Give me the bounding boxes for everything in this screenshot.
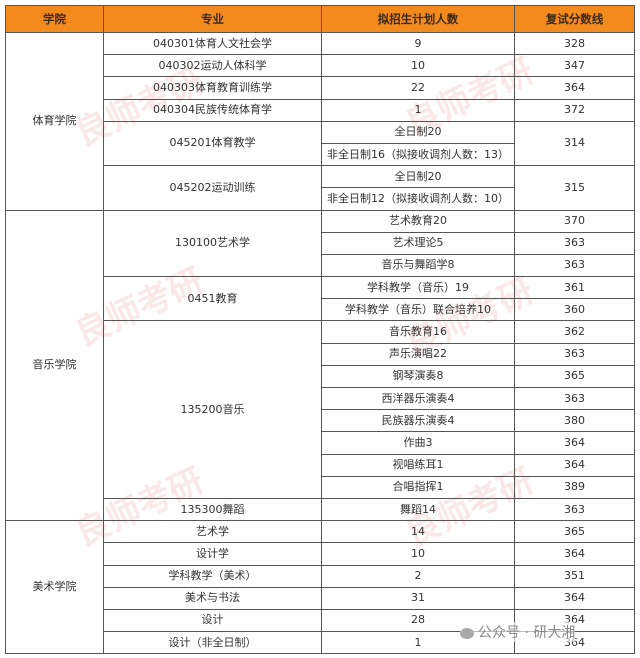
score-cell: 315 xyxy=(514,165,635,211)
score-cell: 365 xyxy=(514,520,635,544)
plan-cell: 合唱指挥1 xyxy=(321,475,515,499)
table-row: 非全日制16（拟接收调剂人数：13） xyxy=(6,142,635,167)
table-row: 135300舞蹈 舞蹈14 363 xyxy=(6,497,635,522)
table-row: 045201体育教学 全日制20 314 xyxy=(6,120,635,167)
major-cell: 设计（非全日制） xyxy=(103,631,322,655)
major-cell: 设计学 xyxy=(103,542,322,566)
table-row: 设计学 10 364 xyxy=(6,542,635,566)
college-cell: 美术学院 xyxy=(5,520,104,655)
score-cell: 364 xyxy=(514,76,635,100)
plan-cell: 学科教学（音乐）19 xyxy=(321,276,515,300)
score-cell: 363 xyxy=(514,386,635,411)
plan-cell: 艺术理论5 xyxy=(321,231,515,255)
score-cell: 364 xyxy=(514,586,635,610)
score-cell: 363 xyxy=(514,342,635,366)
college-cell: 体育学院 xyxy=(5,32,104,211)
plan-cell: 民族器乐演奏4 xyxy=(321,409,515,433)
plan-cell: 14 xyxy=(321,520,515,544)
major-cell: 040302运动人体科学 xyxy=(103,54,322,78)
plan-cell: 全日制20 xyxy=(321,120,515,144)
score-cell: 314 xyxy=(514,120,635,167)
plan-cell: 非全日制12（拟接收调剂人数：10） xyxy=(321,187,515,211)
major-cell: 040303体育教育训练学 xyxy=(103,76,322,100)
table-row: 040303体育教育训练学 22 364 xyxy=(6,76,635,100)
plan-cell: 音乐与舞蹈学8 xyxy=(321,253,515,278)
score-cell: 362 xyxy=(514,320,635,344)
plan-cell: 舞蹈14 xyxy=(321,497,515,522)
plan-cell: 视唱练耳1 xyxy=(321,453,515,477)
plan-cell: 全日制20 xyxy=(321,165,515,189)
table-row: 音乐学院 130100艺术学 艺术教育20 370 xyxy=(5,209,635,522)
score-cell: 328 xyxy=(514,31,635,56)
score-cell: 380 xyxy=(514,409,635,433)
table-row: 视唱练耳1 364 xyxy=(6,453,635,477)
score-cell: 364 xyxy=(514,431,635,455)
major-cell: 0451教育 xyxy=(103,276,322,322)
table-row: 声乐演唱22 363 xyxy=(6,342,635,366)
plan-cell: 作曲3 xyxy=(321,431,515,455)
plan-cell: 10 xyxy=(321,542,515,566)
score-cell: 365 xyxy=(514,364,635,389)
table-row: 040304民族传统体育学 1 372 xyxy=(6,98,635,122)
plan-cell: 31 xyxy=(321,586,515,610)
score-cell: 361 xyxy=(514,276,635,300)
plan-cell: 学科教学（音乐）联合培养10 xyxy=(321,298,515,322)
table-row: 学科教学（音乐）联合培养10 360 xyxy=(6,298,635,322)
plan-cell: 艺术教育20 xyxy=(321,209,515,233)
table-row: 美术学院 艺术学 14 365 xyxy=(5,520,635,655)
plan-cell: 声乐演唱22 xyxy=(321,342,515,366)
score-cell: 360 xyxy=(514,298,635,322)
major-cell: 美术与书法 xyxy=(103,586,322,610)
table-row: 135200音乐 音乐教育16 362 xyxy=(6,320,635,499)
header-college: 学院 xyxy=(5,5,104,33)
score-cell: 364 xyxy=(514,608,635,633)
college-cell: 音乐学院 xyxy=(5,209,104,522)
score-cell: 363 xyxy=(514,231,635,255)
table-row: 0451教育 学科教学（音乐）19 361 xyxy=(6,276,635,322)
plan-cell: 2 xyxy=(321,564,515,588)
header-plan: 拟招生计划人数 xyxy=(321,5,515,33)
score-cell: 364 xyxy=(514,542,635,566)
header-score: 复试分数线 xyxy=(514,5,635,33)
admission-score-table: 学院 专业 拟招生计划人数 复试分数线 体育学院 040301体育人文社会学 9 32… xyxy=(5,5,635,655)
table-row: 040302运动人体科学 10 347 xyxy=(6,54,635,78)
plan-cell: 西洋器乐演奏4 xyxy=(321,386,515,411)
table-row: 045202运动训练 全日制20 315 xyxy=(6,165,635,211)
major-cell: 学科教学（美术） xyxy=(103,564,322,588)
score-cell: 363 xyxy=(514,253,635,278)
plan-cell: 9 xyxy=(321,31,515,56)
plan-cell: 钢琴演奏8 xyxy=(321,364,515,389)
major-cell: 135200音乐 xyxy=(103,320,322,499)
score-cell: 389 xyxy=(514,475,635,499)
score-cell: 364 xyxy=(514,453,635,477)
major-cell: 045202运动训练 xyxy=(103,165,322,211)
table-body: 体育学院 040301体育人文社会学 9 328 040302运动人体科学 10 347 04… xyxy=(5,31,635,655)
plan-cell: 28 xyxy=(321,608,515,633)
major-cell: 040304民族传统体育学 xyxy=(103,98,322,122)
major-cell: 艺术学 xyxy=(103,520,322,544)
plan-cell: 10 xyxy=(321,54,515,78)
major-cell: 040301体育人文社会学 xyxy=(103,31,322,56)
table-row: 美术与书法 31 364 xyxy=(6,586,635,610)
score-cell: 351 xyxy=(514,564,635,588)
score-cell: 370 xyxy=(514,209,635,233)
major-cell: 设计 xyxy=(103,608,322,633)
major-cell: 045201体育教学 xyxy=(103,120,322,167)
plan-cell: 非全日制16（拟接收调剂人数：13） xyxy=(321,142,515,167)
plan-cell: 音乐教育16 xyxy=(321,320,515,344)
plan-cell: 1 xyxy=(321,98,515,122)
header-major: 专业 xyxy=(103,5,322,33)
score-cell: 364 xyxy=(514,631,635,655)
plan-cell: 1 xyxy=(321,631,515,655)
score-cell: 372 xyxy=(514,98,635,122)
table-row: 体育学院 040301体育人文社会学 9 328 xyxy=(5,31,635,211)
score-cell: 347 xyxy=(514,54,635,78)
table-row: 钢琴演奏8 365 xyxy=(6,364,635,389)
score-cell: 363 xyxy=(514,497,635,522)
plan-cell: 22 xyxy=(321,76,515,100)
table-header-row: 学院 专业 拟招生计划人数 复试分数线 xyxy=(5,5,635,33)
major-cell: 135300舞蹈 xyxy=(103,497,322,522)
table-row: 非全日制12（拟接收调剂人数：10） xyxy=(6,187,635,211)
major-cell: 130100艺术学 xyxy=(103,209,322,278)
